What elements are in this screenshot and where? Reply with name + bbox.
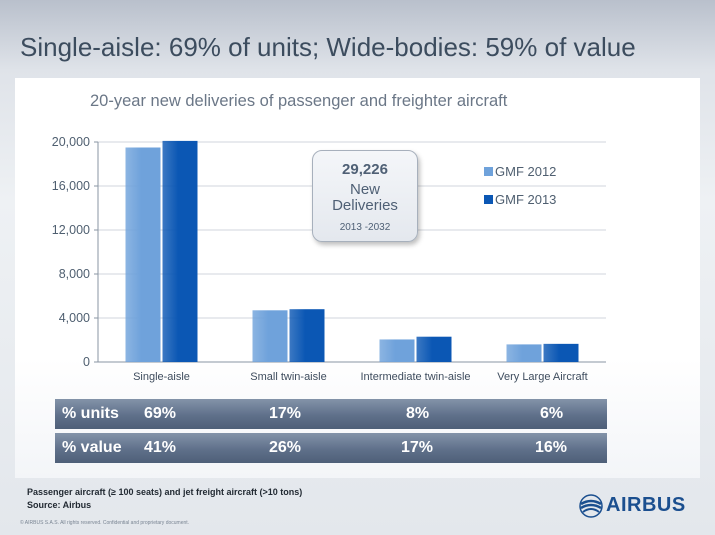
callout-total: 29,226	[342, 161, 388, 178]
callout-years: 2013 -2032	[339, 222, 391, 233]
y-tick-label: 4,000	[59, 311, 90, 325]
slide-title: Single-aisle: 69% of units; Wide-bodies:…	[20, 32, 636, 62]
bar-gmf2012-intermediate-twin-aisle	[379, 339, 415, 362]
chart-title: 20-year new deliveries of passenger and …	[90, 92, 508, 110]
source-note: Source: Airbus	[27, 500, 92, 510]
bar-gmf2012-small-twin-aisle	[252, 310, 288, 362]
value-share-single-aisle: 41%	[144, 439, 177, 456]
units-share-intermediate-twin-aisle: 8%	[406, 405, 430, 422]
legend-label-gmf2012: GMF 2012	[495, 164, 557, 179]
legend-item-gmf2012: GMF 2012	[484, 164, 556, 179]
footnote: Passenger aircraft (≥ 100 seats) and jet…	[27, 487, 303, 497]
units-share-single-aisle: 69%	[144, 405, 177, 422]
value-share-very-large-aircraft: 16%	[535, 439, 568, 456]
airbus-globe-icon	[579, 494, 603, 518]
units-share-row: % units 69% 17% 8% 6%	[55, 399, 607, 429]
legend-item-gmf2013: GMF 2013	[484, 192, 556, 207]
units-share-small-twin-aisle: 17%	[269, 405, 302, 422]
value-share-intermediate-twin-aisle: 17%	[401, 439, 434, 456]
bar-gmf2013-intermediate-twin-aisle	[416, 336, 452, 362]
total-deliveries-callout: 29,226 New Deliveries 2013 -2032	[312, 150, 418, 242]
legend-swatch-gmf2013	[484, 195, 493, 204]
bar-gmf2012-very-large-aircraft	[506, 344, 542, 362]
y-tick-label: 8,000	[59, 267, 90, 281]
y-tick-label: 12,000	[52, 223, 90, 237]
value-share-small-twin-aisle: 26%	[269, 439, 302, 456]
callout-label: New Deliveries	[332, 181, 398, 214]
bar-gmf2013-single-aisle	[162, 140, 198, 362]
legend-swatch-gmf2012	[484, 167, 493, 176]
chart-legend: GMF 2012 GMF 2013	[484, 164, 556, 220]
x-category-label: Very Large Aircraft	[497, 371, 588, 383]
legend-label-gmf2013: GMF 2013	[495, 192, 557, 207]
bar-gmf2013-very-large-aircraft	[543, 343, 579, 362]
bar-gmf2012-single-aisle	[125, 147, 161, 362]
x-category-label: Single-aisle	[133, 371, 190, 383]
bar-gmf2013-small-twin-aisle	[289, 309, 325, 362]
units-row-label: % units	[62, 405, 119, 422]
value-row-label: % value	[62, 439, 122, 456]
y-tick-label: 16,000	[52, 179, 90, 193]
value-share-row: % value 41% 26% 17% 16%	[55, 433, 607, 463]
x-category-label: Small twin-aisle	[250, 371, 326, 383]
copyright-notice: © AIRBUS S.A.S. All rights reserved. Con…	[20, 520, 190, 526]
y-tick-label: 20,000	[52, 135, 90, 149]
x-category-label: Intermediate twin-aisle	[360, 371, 470, 383]
y-tick-label: 0	[83, 355, 90, 369]
logo-wordmark: AIRBUS	[606, 494, 686, 516]
units-share-very-large-aircraft: 6%	[540, 405, 564, 422]
